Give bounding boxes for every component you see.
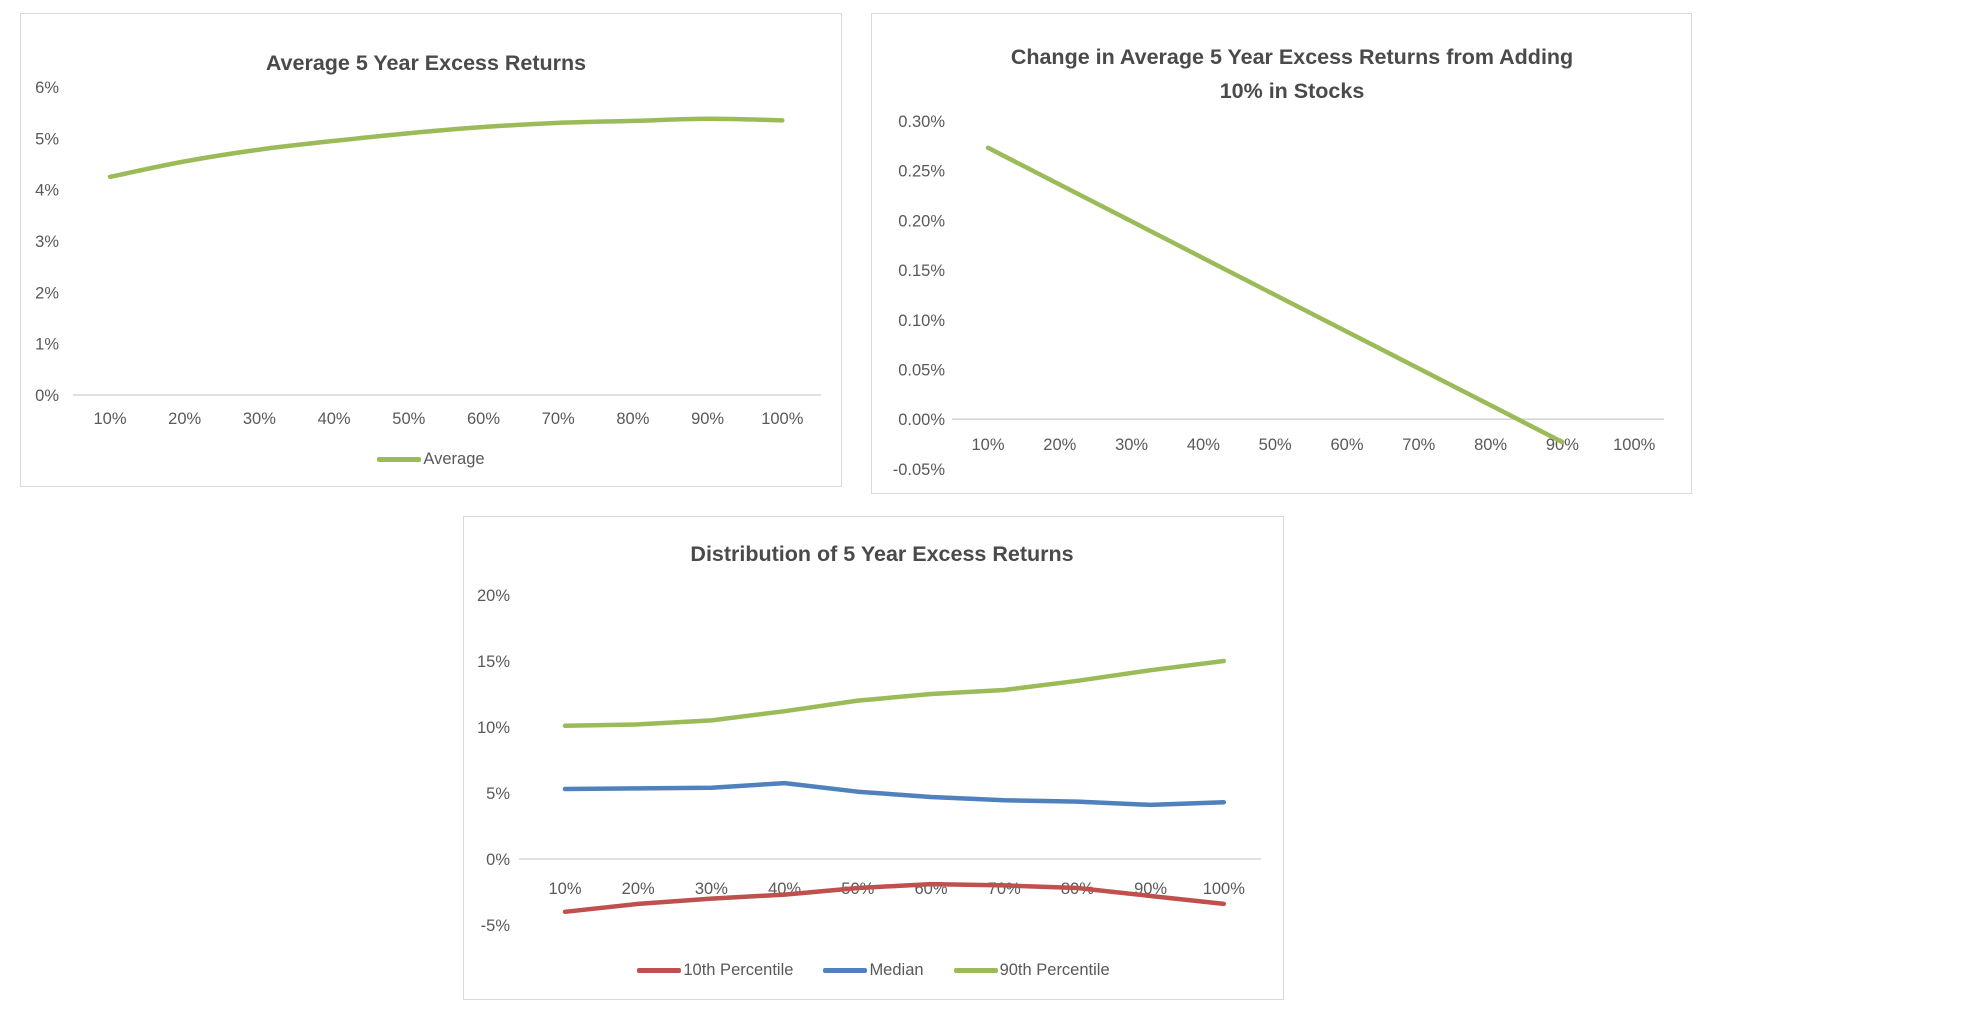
chart-title-line-1: Change in Average 5 Year Excess Returns … <box>1011 45 1573 69</box>
y-axis-tick-label: 4% <box>35 182 59 200</box>
chart-legend: Average <box>21 448 841 470</box>
series-line-90th-percentile <box>562 658 1227 728</box>
legend-swatch <box>637 967 682 973</box>
y-axis-tick-label: 0.10% <box>898 312 945 330</box>
y-axis-tick-label: 0.00% <box>898 411 945 429</box>
series-line-median <box>562 780 1227 808</box>
x-axis-tick-label: 70% <box>542 410 575 428</box>
y-axis-tick-label: 0% <box>35 387 59 405</box>
legend-label: 90th Percentile <box>999 960 1110 979</box>
y-axis-tick-label: 0.25% <box>898 163 945 181</box>
legend-label: Median <box>869 960 924 979</box>
x-axis-tick-label: 100% <box>761 410 804 428</box>
x-axis-tick-label: 60% <box>1330 436 1363 454</box>
x-axis-tick-label: 20% <box>1043 436 1076 454</box>
y-axis-tick-label: 0.20% <box>898 212 945 230</box>
y-axis-tick-label: 6% <box>35 79 59 97</box>
x-axis-tick-label: 80% <box>616 410 649 428</box>
x-axis-tick-label: 40% <box>1187 436 1220 454</box>
legend-item: Median <box>823 960 924 980</box>
x-axis-tick-label: 70% <box>988 880 1021 898</box>
line-chart-average-excess-returns: Average 5 Year Excess Returns 6% 5% 4% 3% 2%… <box>35 51 821 428</box>
line-chart-distribution-excess-returns: Distribution of 5 Year Excess Returns 20… <box>477 542 1261 935</box>
x-axis-tick-label: 40% <box>318 410 351 428</box>
y-axis-tick-label: 5% <box>35 130 59 148</box>
y-axis-tick-label: 15% <box>477 653 510 671</box>
series-line-average <box>107 116 785 180</box>
chart-panel-change-adding-stocks: Change in Average 5 Year Excess Returns … <box>871 13 1692 494</box>
legend-swatch <box>823 967 868 973</box>
y-axis-tick-label: 0% <box>486 851 510 869</box>
chart-legend: 10th Percentile Median 90th Percentile <box>464 959 1283 981</box>
series-line-series <box>985 145 1565 445</box>
series-line-10th-percentile <box>562 881 1227 915</box>
chart-panel-distribution-excess-returns: Distribution of 5 Year Excess Returns 20… <box>463 516 1284 1000</box>
chart-title-line-2: 10% in Stocks <box>1220 79 1365 103</box>
x-axis-tick-label: 90% <box>1546 436 1579 454</box>
y-axis-tick-label: -5% <box>481 917 511 935</box>
x-axis-tick-label: 50% <box>392 410 425 428</box>
x-axis-tick-label: 30% <box>243 410 276 428</box>
legend-label: 10th Percentile <box>683 960 794 979</box>
legend-swatch <box>377 456 422 462</box>
legend-label: Average <box>423 449 485 468</box>
legend-item: Average <box>377 449 485 469</box>
x-axis-tick-label: 10% <box>548 880 581 898</box>
plot-area: 6% 5% 4% 3% 2% 1% 0% 10% 20% 30% 40% 50% 60% 70% 80% 90… <box>35 79 821 428</box>
x-axis-tick-label: 30% <box>1115 436 1148 454</box>
x-axis-tick-label: 10% <box>971 436 1004 454</box>
y-axis-tick-label: 0.15% <box>898 262 945 280</box>
x-axis-tick-label: 50% <box>1259 436 1292 454</box>
chart-title: Distribution of 5 Year Excess Returns <box>690 542 1073 566</box>
legend-item: 90th Percentile <box>953 960 1110 980</box>
x-axis-tick-label: 10% <box>93 410 126 428</box>
plot-area: 0.30% 0.25% 0.20% 0.15% 0.10% 0.05% 0.00% -0.05… <box>893 113 1664 479</box>
y-axis-tick-label: 20% <box>477 587 510 605</box>
x-axis-tick-label: 20% <box>622 880 655 898</box>
x-axis-tick-label: 100% <box>1203 880 1246 898</box>
y-axis-tick-label: 2% <box>35 284 59 302</box>
y-axis-tick-label: 0.30% <box>898 113 945 131</box>
y-axis-tick-label: 3% <box>35 233 59 251</box>
legend-swatch <box>953 967 998 973</box>
y-axis-tick-label: -0.05% <box>893 461 946 479</box>
chart-panel-average-excess-returns: Average 5 Year Excess Returns 6% 5% 4% 3% 2%… <box>20 13 842 487</box>
plot-area: 20%15%10%5%0%-5%10% 20% 30% 40% 50% 60% 70% 80%… <box>477 587 1261 935</box>
y-axis-tick-label: 1% <box>35 336 59 354</box>
line-chart-change-adding-stocks: Change in Average 5 Year Excess Returns … <box>893 45 1664 479</box>
legend-item: 10th Percentile <box>637 961 793 980</box>
y-axis-tick-label: 5% <box>486 785 510 803</box>
x-axis-tick-label: 80% <box>1474 436 1507 454</box>
x-axis-tick-label: 20% <box>168 410 201 428</box>
x-axis-tick-label: 30% <box>695 880 728 898</box>
x-axis-tick-label: 90% <box>691 410 724 428</box>
x-axis-tick-label: 70% <box>1402 436 1435 454</box>
y-axis-tick-label: 10% <box>477 719 510 737</box>
chart-title: Average 5 Year Excess Returns <box>266 51 586 75</box>
x-axis-tick-label: 60% <box>467 410 500 428</box>
y-axis-tick-label: 0.05% <box>898 362 945 380</box>
x-axis-tick-label: 100% <box>1613 436 1656 454</box>
